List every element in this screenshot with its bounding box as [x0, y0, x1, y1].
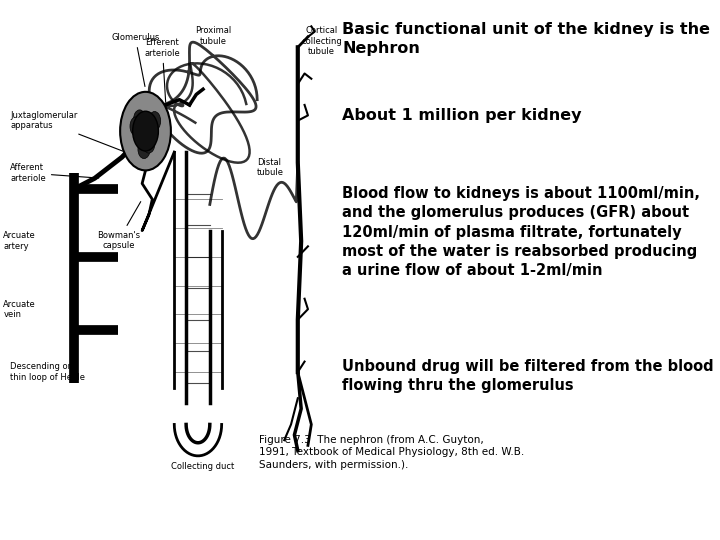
- Text: Efferent
arteriole: Efferent arteriole: [145, 38, 180, 102]
- Circle shape: [120, 92, 171, 171]
- Circle shape: [143, 134, 155, 153]
- Text: Afferent
arteriole: Afferent arteriole: [10, 163, 99, 183]
- Text: Distal
tubule: Distal tubule: [257, 158, 284, 178]
- Circle shape: [136, 127, 148, 146]
- Text: Cortical
collecting
tubule: Cortical collecting tubule: [301, 26, 342, 56]
- Circle shape: [132, 111, 158, 151]
- Text: Unbound drug will be filtered from the blood
flowing thru the glomerulus: Unbound drug will be filtered from the b…: [342, 359, 714, 393]
- Circle shape: [148, 112, 161, 130]
- Text: Basic functional unit of the kidney is the
Nephron: Basic functional unit of the kidney is t…: [342, 22, 710, 56]
- Circle shape: [130, 117, 142, 136]
- Text: Arcuate
vein: Arcuate vein: [4, 300, 36, 319]
- Circle shape: [142, 113, 154, 132]
- Text: Juxtaglomerular
apparatus: Juxtaglomerular apparatus: [10, 111, 122, 151]
- Text: Glomerulus: Glomerulus: [111, 33, 160, 86]
- Circle shape: [146, 122, 158, 140]
- Text: Collecting duct: Collecting duct: [171, 462, 235, 471]
- Circle shape: [142, 124, 154, 143]
- Circle shape: [139, 117, 151, 135]
- Text: Bowman's
capsule: Bowman's capsule: [97, 201, 140, 250]
- Text: Descending or
thin loop of Henle: Descending or thin loop of Henle: [10, 362, 85, 382]
- Text: Blood flow to kidneys is about 1100ml/min,
and the glomerulus produces (GFR) abo: Blood flow to kidneys is about 1100ml/mi…: [342, 186, 700, 278]
- Circle shape: [146, 122, 158, 140]
- Text: Arcuate
artery: Arcuate artery: [4, 232, 36, 251]
- Text: Figure 7.3  The nephron (from A.C. Guyton,
1991, Textbook of Medical Physiology,: Figure 7.3 The nephron (from A.C. Guyton…: [259, 435, 524, 469]
- Text: About 1 million per kidney: About 1 million per kidney: [342, 108, 582, 123]
- Text: Proximal
tubule: Proximal tubule: [195, 26, 231, 46]
- Circle shape: [133, 110, 145, 129]
- Circle shape: [138, 140, 150, 159]
- Circle shape: [136, 124, 148, 143]
